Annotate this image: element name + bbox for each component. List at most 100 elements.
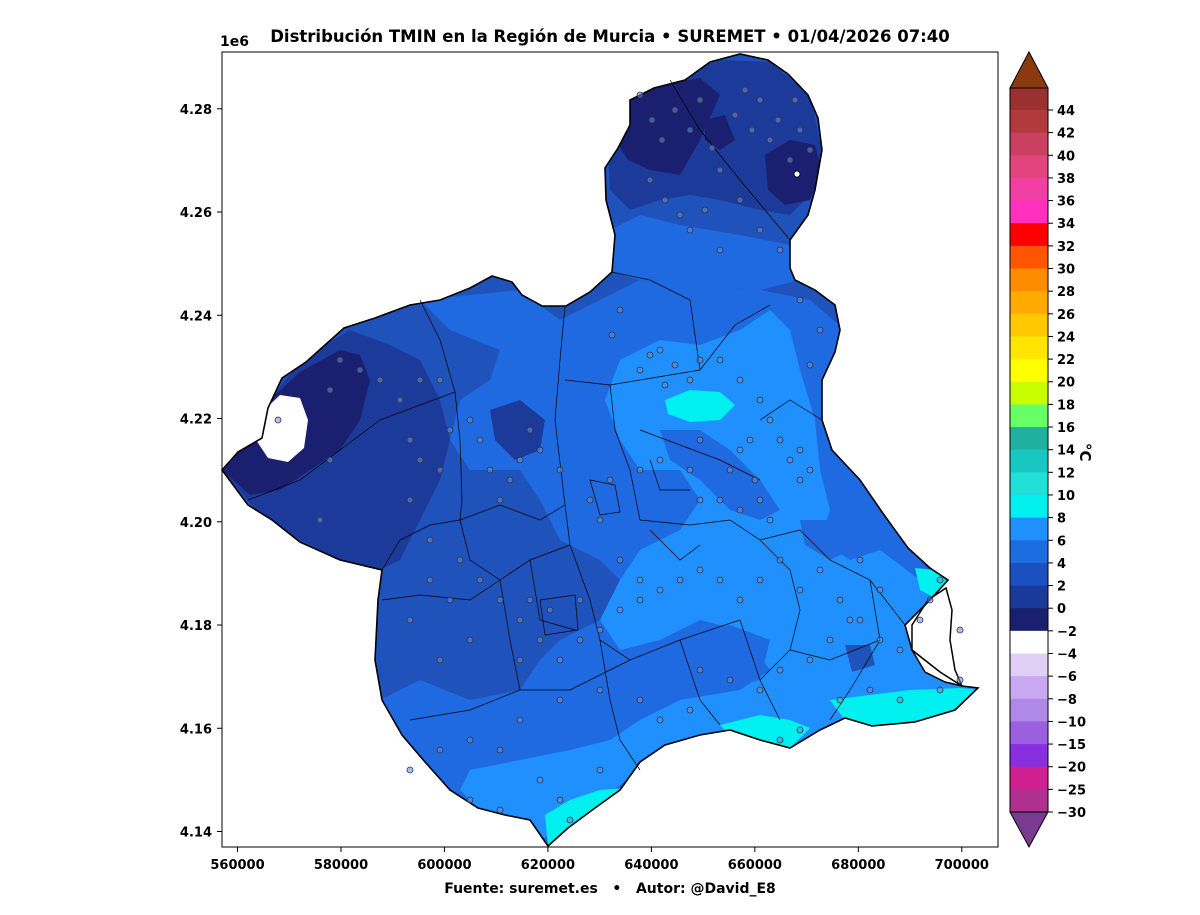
colorbar-segment [1010,132,1048,156]
y-axis-exponent: 1e6 [220,34,249,50]
station-marker [556,796,564,804]
station-marker [658,136,666,144]
station-marker [326,456,334,464]
station-marker [426,536,434,544]
station-marker [516,716,524,724]
colorbar-tick-label: 10 [1057,489,1075,504]
station-marker [274,416,282,424]
colorbar-tick-label: −4 [1057,647,1077,662]
colorbar-segment [1010,744,1048,768]
station-marker [436,376,444,384]
colorbar-tick-label: −10 [1057,715,1086,730]
colorbar-segment [1010,653,1048,677]
station-marker [856,556,864,564]
station-marker [726,466,734,474]
station-marker [436,466,444,474]
station-marker [756,576,764,584]
station-marker [636,576,644,584]
station-marker [806,466,814,474]
x-tick-label: 700000 [935,858,989,873]
station-marker [686,226,694,234]
station-marker [316,516,324,524]
station-marker [776,736,784,744]
municipality-borders [247,79,906,771]
colorbar-segment [1010,630,1048,654]
colorbar-segment [1010,766,1048,790]
station-marker [696,566,704,574]
station-marker [756,496,764,504]
colorbar-segment [1010,472,1048,496]
station-marker [836,596,844,604]
station-marker [406,496,414,504]
station-marker [916,616,924,624]
station-marker [496,746,504,754]
y-tick-label: 4.20 [180,516,212,531]
colorbar-segment [1010,562,1048,587]
station-marker [876,636,884,644]
tmin-2-4 [490,400,545,460]
station-marker [616,556,624,564]
station-marker [896,696,904,704]
station-marker [426,576,434,584]
colorbar-tick-label: 6 [1057,534,1066,549]
tmin-6-8 [670,625,770,690]
colorbar-segment [1010,404,1048,428]
colorbar-tick-label: −15 [1057,738,1086,753]
station-marker [556,466,564,474]
colorbar-tick-label: 26 [1057,308,1075,323]
station-marker [406,766,414,774]
station-marker [516,456,524,464]
station-marker [836,696,844,704]
colorbar-tick-label: −30 [1057,806,1086,821]
colorbar-tick-label: 38 [1057,172,1075,187]
y-tick-label: 4.22 [180,413,212,428]
colorbar-tick-label: 0 [1057,602,1066,617]
y-tick-label: 4.18 [180,619,212,634]
tmin-10-12 [720,715,810,748]
station-marker [696,496,704,504]
station-marker [356,366,364,374]
station-marker [796,126,804,134]
tmin-0-2 [705,115,735,150]
station-marker [671,361,679,369]
station-marker [646,176,654,184]
station-marker [456,556,464,564]
station-marker [606,476,614,484]
station-marker [556,696,564,704]
station-marker [756,396,764,404]
station-marker [731,111,739,119]
tmin-10-12 [665,390,735,422]
colorbar-tick-label: 20 [1057,376,1075,391]
colorbar-unit-label: °C [1076,443,1094,462]
station-marker [716,246,724,254]
colorbar-segment [1010,223,1048,247]
station-marker [616,606,624,614]
station-marker [736,376,744,384]
map-title: Distribución TMIN en la Región de Murcia… [270,27,950,46]
footer-credit: Fuente: suremet.es • Autor: @David_E8 [444,881,776,897]
station-marker [736,506,744,514]
station-marker [656,586,664,594]
colorbar-segment [1010,381,1048,405]
station-marker [686,466,694,474]
station-marker [636,366,644,374]
station-marker [796,586,804,594]
x-tick-label: 620000 [521,858,575,873]
colorbar-tick-label: 16 [1057,421,1075,436]
station-marker [806,361,814,369]
station-marker [656,716,664,724]
station-marker [786,156,794,164]
station-marker [806,656,814,664]
station-marker [806,146,814,154]
station-marker [476,436,484,444]
colorbar-tick-label: 44 [1057,104,1075,119]
colorbar-segment [1010,698,1048,722]
colorbar-segment [1010,427,1048,451]
x-axis: 560000 580000 600000 620000 640000 660000 6800… [210,847,989,873]
station-marker [466,796,474,804]
y-axis: 4.28 4.26 4.24 4.22 4.20 4.18 4.16 4.14 [180,103,222,841]
tmin-0-2 [765,140,822,205]
station-marker [796,446,804,454]
station-marker [876,586,884,594]
station-marker [476,576,484,584]
